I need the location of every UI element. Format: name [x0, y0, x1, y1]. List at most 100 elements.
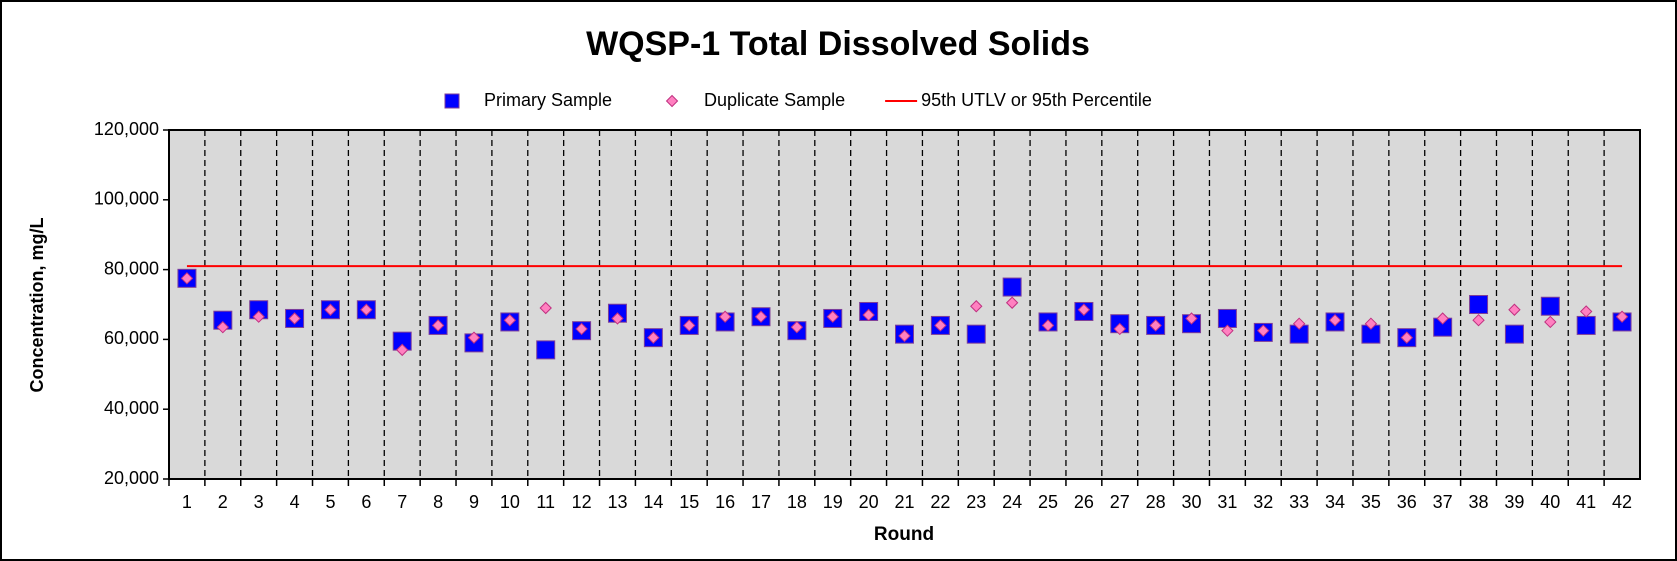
x-tick-label: 32 [1253, 492, 1273, 512]
x-tick-label: 17 [751, 492, 771, 512]
x-tick-label: 8 [433, 492, 443, 512]
point [862, 308, 875, 322]
legend-label: 95th UTLV or 95th Percentile [921, 90, 1152, 110]
x-tick-label: 33 [1289, 492, 1309, 512]
x-tick-label: 3 [254, 492, 264, 512]
point [180, 272, 194, 285]
y-tick-label: 20,000 [104, 468, 159, 488]
y-tick-label: 40,000 [104, 398, 159, 418]
point [252, 310, 265, 323]
point [683, 319, 696, 332]
x-tick-label: 7 [397, 492, 407, 512]
point [396, 343, 409, 357]
x-tick-label: 25 [1038, 492, 1058, 512]
point [665, 94, 679, 108]
point [647, 331, 660, 344]
point [1221, 324, 1234, 337]
chart-title: WQSP-1 Total Dissolved Solids [586, 25, 1090, 63]
point [324, 303, 337, 316]
x-tick-label: 42 [1612, 492, 1632, 512]
point [288, 312, 301, 325]
x-tick-label: 21 [894, 492, 914, 512]
point [966, 324, 986, 344]
point [1579, 305, 1593, 318]
x-tick-label: 28 [1146, 492, 1166, 512]
plot-border [168, 129, 1641, 480]
point [1002, 277, 1022, 297]
x-tick-label: 22 [930, 492, 950, 512]
x-tick-label: 2 [218, 492, 228, 512]
x-tick-label: 24 [1002, 492, 1022, 512]
point [1469, 295, 1489, 314]
point [1615, 310, 1629, 323]
x-tick-label: 26 [1074, 492, 1094, 512]
x-tick-label: 5 [325, 492, 335, 512]
legend-label: Primary Sample [484, 90, 612, 110]
point [1540, 296, 1560, 316]
point [1576, 315, 1596, 335]
point [444, 93, 460, 109]
x-tick-label: 35 [1361, 492, 1381, 512]
x-tick-label: 36 [1397, 492, 1417, 512]
y-tick-label: 100,000 [94, 189, 159, 209]
x-tick-label: 19 [823, 492, 843, 512]
x-tick-label: 16 [715, 492, 735, 512]
y-tick-label: 80,000 [104, 258, 159, 278]
x-tick-label: 10 [500, 492, 520, 512]
y-tick-label: 120,000 [94, 119, 159, 139]
y-tick-label: 60,000 [104, 328, 159, 348]
point [1077, 303, 1091, 316]
point [216, 320, 230, 334]
x-tick-label: 23 [966, 492, 986, 512]
point [539, 301, 552, 315]
point [503, 313, 517, 327]
x-tick-label: 13 [607, 492, 627, 512]
point [611, 312, 624, 325]
point [790, 320, 804, 334]
legend-label: Duplicate Sample [704, 90, 845, 110]
x-tick-label: 9 [469, 492, 479, 512]
point [1328, 313, 1342, 327]
point [826, 310, 839, 323]
x-tick-label: 30 [1182, 492, 1202, 512]
point [1436, 312, 1449, 325]
point [1364, 317, 1378, 330]
point [1472, 313, 1485, 327]
x-tick-label: 37 [1433, 492, 1453, 512]
point [754, 310, 768, 323]
point [1185, 312, 1198, 325]
point [1504, 324, 1524, 344]
point [1508, 303, 1521, 316]
point [536, 340, 556, 360]
point [1400, 331, 1413, 344]
point [1292, 317, 1306, 330]
point [1544, 315, 1557, 329]
point [1257, 324, 1270, 337]
plot-area [169, 130, 1640, 479]
point [431, 319, 445, 332]
x-tick-label: 14 [643, 492, 663, 512]
x-tick-label: 41 [1576, 492, 1596, 512]
x-tick-label: 4 [290, 492, 300, 512]
point [1005, 296, 1019, 309]
y-axis-label: Concentration, mg/L [27, 217, 47, 392]
x-tick-label: 1 [182, 492, 192, 512]
x-tick-label: 40 [1540, 492, 1560, 512]
x-tick-label: 31 [1217, 492, 1237, 512]
x-tick-label: 20 [859, 492, 879, 512]
point [360, 303, 373, 316]
x-tick-label: 15 [679, 492, 699, 512]
point [1041, 319, 1055, 332]
point [575, 322, 588, 336]
point [1149, 319, 1162, 332]
x-tick-label: 18 [787, 492, 807, 512]
point [1113, 322, 1126, 336]
x-tick-label: 39 [1504, 492, 1524, 512]
point [467, 331, 481, 344]
x-tick-label: 27 [1110, 492, 1130, 512]
x-axis-label: Round [874, 524, 934, 545]
x-tick-label: 12 [572, 492, 592, 512]
point [970, 300, 983, 313]
x-tick-label: 34 [1325, 492, 1345, 512]
